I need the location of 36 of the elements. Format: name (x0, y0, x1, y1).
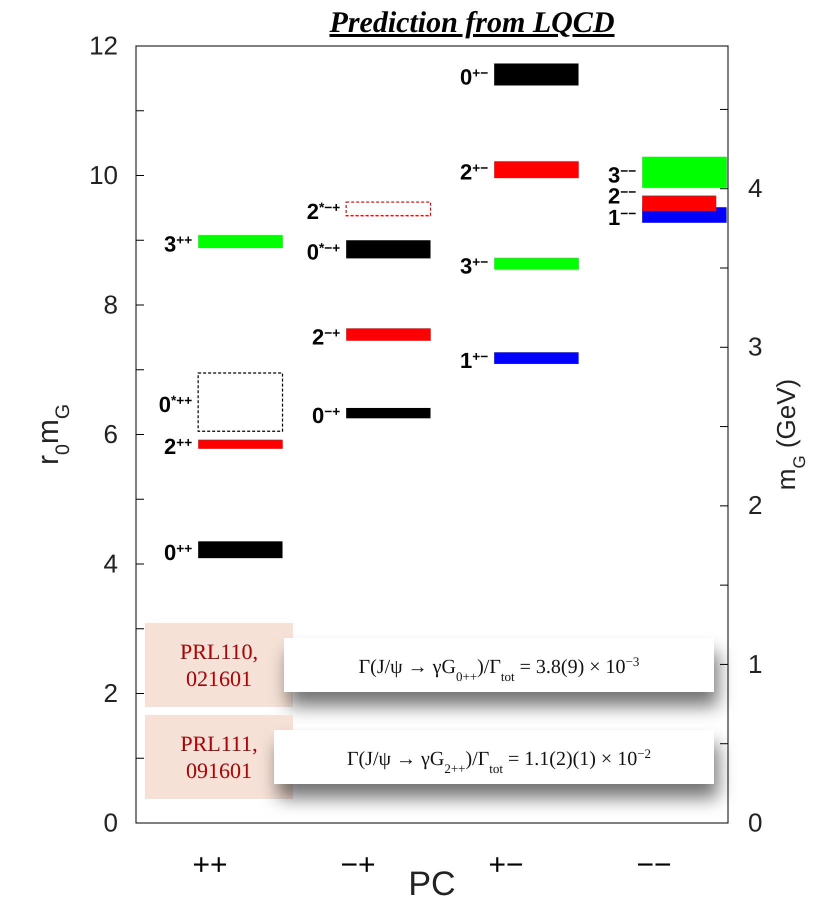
y-tick-label: 2 (104, 678, 118, 708)
series-label: 2$^{*−+}$ (306, 198, 340, 224)
chart-title: Prediction from LQCD (328, 6, 614, 39)
y-tick-label: 6 (104, 418, 118, 449)
series-label: 2$^{++}$ (164, 434, 192, 460)
series-label: 0$^{++}$ (164, 540, 192, 565)
series-label: 0$^{−+}$ (312, 403, 340, 428)
y2-tick-label: 3 (748, 332, 762, 362)
series-label: 0$^{*−+}$ (306, 239, 340, 264)
annotation: PRL110, 021601 (180, 639, 258, 691)
x-tick-label: −+ (340, 848, 376, 882)
series-label: 0$^{+−}$ (460, 64, 488, 90)
annotation: Γ(J/ψ → γG$_{0++}$)/Γ$_{tot}$ = 3.8(9) × 10$^{−3}$ (358, 654, 640, 684)
y-tick-label: 12 (89, 30, 118, 60)
annotation: Γ(J/ψ → γG$_{2++}$)/Γ$_{tot}$ = 1.1(2)(1) × 10$^{−2}$ (346, 746, 652, 776)
reference-card: PRL111, 091601 (145, 715, 293, 799)
series-label: 1$^{+−}$ (460, 348, 488, 374)
y-tick-label: 10 (89, 160, 118, 190)
x-tick-label: −− (636, 848, 672, 882)
series-label: 2$^{−+}$ (312, 324, 340, 350)
y-tick-label: 0 (104, 807, 118, 838)
series-label: 0$^{*++}$ (158, 392, 192, 418)
series-label: 2$^{+−}$ (460, 160, 488, 185)
y2-tick-label: 4 (748, 173, 762, 204)
y2-tick-label: 0 (748, 807, 762, 838)
series-label: 3$^{+−}$ (460, 254, 488, 279)
annotation: PRL111, 091601 (180, 731, 258, 783)
series-label: 3$^{++}$ (164, 232, 192, 257)
y2-tick-label: 1 (748, 648, 762, 679)
reference-card: PRL110, 021601 (145, 623, 293, 707)
x-tick-label: ++ (192, 848, 228, 882)
x-tick-label: +− (488, 848, 524, 882)
x-axis-title: PC (408, 865, 456, 903)
y2-tick-label: 2 (748, 490, 762, 520)
y-tick-label: 8 (104, 289, 118, 320)
y-tick-label: 4 (104, 548, 118, 578)
